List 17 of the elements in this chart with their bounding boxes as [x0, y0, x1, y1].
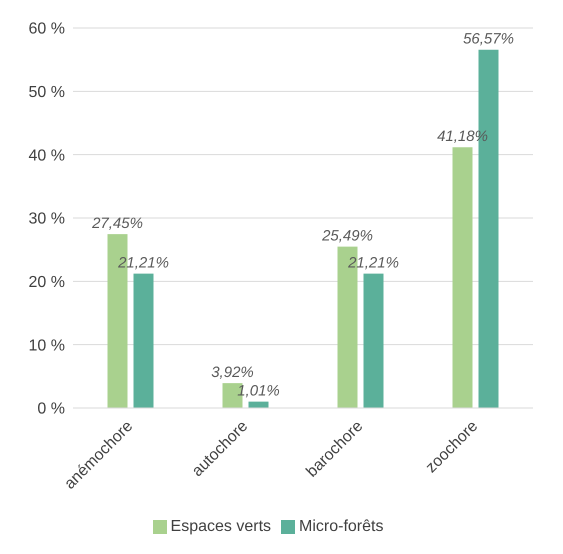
y-tick-label: 60 %	[28, 20, 65, 38]
legend-label: Espaces verts	[170, 518, 272, 535]
y-tick-label: 10 %	[28, 337, 65, 354]
bar	[452, 147, 472, 408]
data-label: 56,57%	[463, 30, 514, 48]
y-tick-label: 50 %	[28, 84, 65, 102]
data-label: 27,45%	[91, 215, 143, 232]
bar	[134, 274, 154, 408]
data-label: 25,49%	[321, 228, 373, 245]
y-tick-label: 40 %	[28, 147, 65, 164]
y-tick-label: 20 %	[28, 274, 65, 292]
data-label: 3,92%	[211, 364, 254, 382]
y-tick-label: 30 %	[28, 210, 65, 228]
bar	[364, 274, 384, 408]
legend-label: Micro-forêts	[299, 518, 384, 535]
bar	[248, 402, 268, 408]
y-tick-label: 0 %	[37, 400, 65, 418]
